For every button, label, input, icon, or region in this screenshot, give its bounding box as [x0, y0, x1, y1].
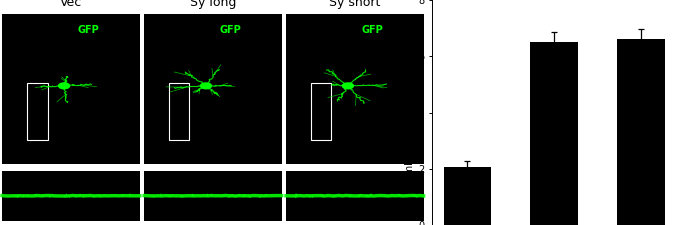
- Text: Vec: Vec: [60, 0, 82, 9]
- Bar: [169, 83, 189, 140]
- Circle shape: [201, 83, 212, 89]
- Bar: [27, 83, 47, 140]
- FancyBboxPatch shape: [144, 14, 282, 164]
- FancyBboxPatch shape: [144, 171, 282, 220]
- Bar: [617, 39, 665, 225]
- Text: GFP: GFP: [362, 25, 383, 35]
- Bar: [311, 83, 331, 140]
- FancyBboxPatch shape: [2, 14, 140, 164]
- Bar: [531, 42, 578, 225]
- FancyBboxPatch shape: [286, 171, 424, 220]
- Text: GFP: GFP: [220, 25, 241, 35]
- FancyBboxPatch shape: [286, 14, 424, 164]
- Y-axis label: Number of Protrusions / 10 μm: Number of Protrusions / 10 μm: [405, 37, 415, 188]
- FancyBboxPatch shape: [2, 171, 140, 220]
- Circle shape: [343, 83, 354, 89]
- Text: Sy long: Sy long: [190, 0, 236, 9]
- Bar: [443, 167, 491, 225]
- Text: Sy short: Sy short: [329, 0, 381, 9]
- Circle shape: [59, 83, 70, 89]
- Text: GFP: GFP: [78, 25, 99, 35]
